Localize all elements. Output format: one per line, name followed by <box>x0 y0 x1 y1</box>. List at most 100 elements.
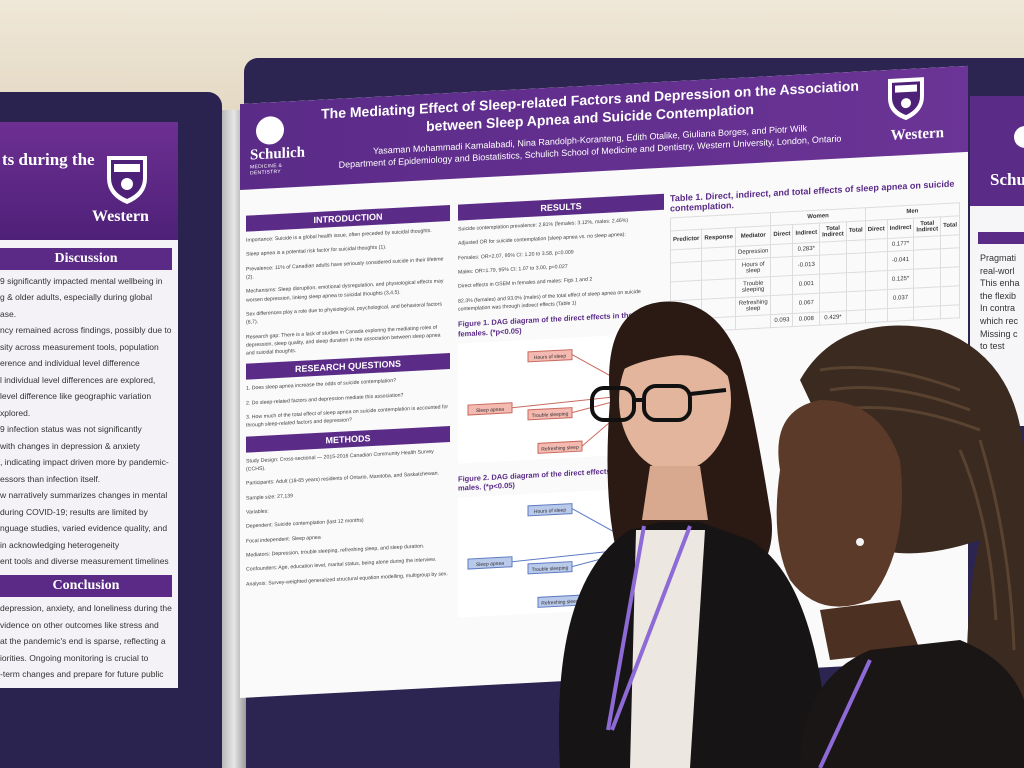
left-poster: ts during the Western Discussion 9 signi… <box>0 122 178 688</box>
table-header-cell: Response <box>701 227 736 249</box>
table-header-cell: Indirect <box>792 223 820 244</box>
right-poster-bullet: This enha <box>980 278 1020 289</box>
schulich-logo: Schulich MEDICINE & DENTISTRY <box>250 115 306 177</box>
dag-node <box>527 561 573 575</box>
right-poster-bullet: In contra <box>980 303 1016 314</box>
table-header-cell: Indirect <box>887 218 914 239</box>
table-cell <box>819 253 847 275</box>
discussion-line: sity across measurement tools, populatio… <box>0 341 159 352</box>
conclusion-line: vidence on other outcomes like stress an… <box>0 619 159 630</box>
table-cell: -0.041 <box>887 250 914 271</box>
conclusion-line: depression, anxiety, and loneliness duri… <box>0 603 172 614</box>
discussion-line: with changes in depression & anxiety <box>0 440 140 451</box>
right-poster-bullets: Pragmati real-worl This enha the flexib In c… <box>970 252 1024 353</box>
table-cell: -0.013 <box>792 255 820 276</box>
dag-node-label: Refreshing sleep <box>541 444 579 452</box>
table-header-cell: Direct <box>865 219 888 240</box>
table-cell: 0.125* <box>887 269 914 290</box>
table-cell <box>846 290 866 311</box>
discussion-line: 9 infection status was not significantly <box>0 424 142 435</box>
table-cell <box>940 304 960 319</box>
right-poster-bullet: which rec <box>980 315 1019 326</box>
left-poster-header: ts during the Western <box>0 122 178 240</box>
dag-node-label: Hours of sleep <box>534 353 566 361</box>
right-poster-bullet: real-worl <box>980 265 1015 276</box>
discussion-line: level difference like geographic variati… <box>0 391 152 402</box>
western-crest-icon <box>888 77 924 121</box>
table-cell <box>865 270 888 291</box>
schulich-logo-sub: MEDICINE & DENTISTRY <box>250 162 283 177</box>
conclusion-line: -term changes and prepare for future pub… <box>0 669 164 680</box>
table-cell <box>940 266 960 287</box>
schulich-logo-text: Schulich <box>250 144 306 164</box>
schulich-mark-icon <box>1014 126 1024 148</box>
conclusion-line: iorities. Ongoing monitoring is crucial … <box>0 652 149 663</box>
right-poster-bullet: Pragmati <box>980 253 1017 263</box>
table-cell <box>701 259 736 281</box>
right-poster-bullet: the flexib <box>980 290 1017 301</box>
table-cell <box>670 261 702 282</box>
table-cell: 0.037 <box>887 288 914 309</box>
table-cell <box>940 234 960 249</box>
table-cell <box>846 271 866 292</box>
discussion-line: w narratively summarizes changes in ment… <box>0 490 168 501</box>
table-cell: Hours of sleep <box>735 257 771 279</box>
left-poster-title: ts during the <box>2 150 95 169</box>
dag-node-label: Sleep apnea <box>476 406 504 413</box>
dag-node-label: Refreshing sleep <box>541 599 579 607</box>
introduction-item: Research gap: There is a lack of studies… <box>246 324 441 357</box>
conclusion-body: depression, anxiety, and loneliness duri… <box>0 603 178 688</box>
dag-node <box>527 406 573 421</box>
discussion-line: ase. <box>0 308 17 319</box>
discussion-line: xplored. <box>0 407 31 418</box>
dag-node <box>467 556 513 570</box>
dag-node <box>527 348 573 363</box>
dag-node <box>527 503 573 517</box>
table-cell <box>913 286 941 308</box>
left-poster-university: Western <box>92 208 149 225</box>
glasses-icon <box>590 384 727 422</box>
right-poster-bullet: Missing c <box>980 328 1018 339</box>
table-cell <box>846 252 866 273</box>
main-poster-header: Schulich MEDICINE & DENTISTRY The Mediat… <box>240 65 968 190</box>
discussion-line: ncy remained across findings, possibly d… <box>0 325 172 336</box>
discussion-line: in acknowledging heterogeneity <box>0 539 120 550</box>
table-cell <box>770 256 793 277</box>
poster-university: Western <box>890 125 944 144</box>
table-header-cell: Direct <box>770 224 793 245</box>
woman-with-braids <box>776 325 1024 768</box>
conclusion-heading: Conclusion <box>0 575 172 598</box>
discussion-body: 9 significantly impacted mental wellbein… <box>0 276 178 567</box>
research-questions-body: 1. Does sleep apnea increase the odds of… <box>246 374 450 430</box>
right-poster-bullet: to test <box>980 341 1005 352</box>
discussion-line: erence and individual level difference <box>0 358 140 369</box>
figure1-dag: Hours of sleep Sleep apnea Trouble sleepin… <box>458 332 658 464</box>
discussion-line: l individual level differences are explo… <box>0 374 156 385</box>
table-cell <box>865 251 888 272</box>
discussion-line: nguage studies, varied evidence quality,… <box>0 523 168 534</box>
right-poster-header: Schulich <box>970 96 1024 206</box>
dag-node <box>537 440 583 454</box>
table-cell <box>865 238 888 253</box>
discussion-line: ent tools and diverse measurement timeli… <box>0 555 169 566</box>
table-cell <box>940 247 960 268</box>
table-cell <box>940 285 960 306</box>
schulich-mark-icon <box>256 115 284 146</box>
discussion-heading: Discussion <box>0 248 172 270</box>
right-poster-bar <box>978 232 1024 244</box>
left-column: INTRODUCTION Importance: Suicide is a gl… <box>246 204 450 595</box>
discussion-line: 9 significantly impacted mental wellbein… <box>0 276 163 286</box>
western-crest-icon <box>107 156 147 204</box>
table-cell <box>865 289 888 310</box>
table-cell <box>770 243 793 258</box>
conclusion-line: at the pandemic's end is sparse, reflect… <box>0 636 166 647</box>
table-cell <box>913 267 941 289</box>
introduction-body: Importance: Suicide is a global health i… <box>246 226 450 358</box>
table-header-cell: Mediator <box>735 225 771 247</box>
dag-node-label: Sleep apnea <box>476 561 504 568</box>
table-header-cell: Total <box>940 215 960 236</box>
dag-node-label: Hours of sleep <box>534 508 566 516</box>
dag-node-label: Trouble sleeping <box>532 565 569 573</box>
table-header-cell: Total Indirect <box>913 216 941 238</box>
methods-body: Study Design: Cross-sectional — 2015-201… <box>246 447 450 589</box>
